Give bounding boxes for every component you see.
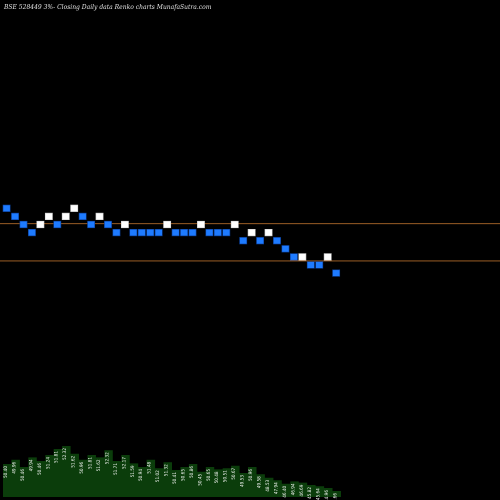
volume-label: 52.32: [62, 448, 67, 460]
volume-label: 50.40: [3, 466, 8, 478]
renko-brick-down: [213, 229, 222, 237]
renko-brick-down: [104, 220, 112, 229]
volume-label: 51.59: [130, 465, 135, 477]
renko-brick-down: [205, 229, 214, 237]
renko-brick-down: [188, 229, 197, 237]
renko-brick-down: [28, 229, 36, 237]
volume-label: 50.41: [172, 472, 177, 484]
volume-label: 51.32: [164, 464, 169, 476]
volume-label: 49.58: [257, 476, 262, 488]
volume-label: 51.48: [147, 461, 152, 473]
volume-label: 50.46: [37, 463, 42, 475]
renko-brick-up: [247, 229, 256, 237]
renko-brick-down: [306, 261, 315, 269]
volume-label: 50.65: [206, 469, 211, 481]
renko-brick-down: [11, 212, 19, 221]
renko-brick-down: [154, 229, 163, 237]
volume-label: 50.45: [197, 473, 202, 485]
reference-lines: [0, 223, 500, 262]
renko-brick-down: [2, 204, 11, 212]
renko-brick-down: [87, 220, 95, 229]
renko-brick-down: [112, 229, 121, 237]
renko-brick-down: [137, 229, 146, 237]
volume-label: 51.62: [71, 455, 76, 467]
volume-label: 48.53: [265, 479, 270, 491]
renko-brick-up: [298, 253, 307, 261]
renko-brick-down: [180, 229, 188, 237]
volume-label: 50.96: [248, 469, 253, 481]
renko-brick-down: [129, 229, 138, 237]
renko-brick-down: [146, 229, 155, 237]
renko-brick-down: [222, 229, 231, 237]
volume-label: 49.94: [28, 459, 33, 471]
volume-label: 50.96: [79, 461, 84, 473]
volume-label: 50.86: [189, 466, 194, 478]
volume-label: 50.46: [20, 469, 25, 481]
renko-brick-up: [61, 212, 70, 221]
volume-label: 45.82: [307, 487, 312, 499]
renko-brick-down: [315, 261, 324, 269]
renko-brick-down: [78, 212, 87, 221]
renko-brick-up: [95, 212, 104, 221]
volume-label: 46.69: [299, 484, 304, 496]
renko-brick-up: [323, 253, 332, 261]
renko-brick-down: [281, 245, 290, 253]
volume-label: 49.96: [11, 461, 16, 473]
volume-label: 50.65: [180, 469, 185, 481]
renko-brick-down: [53, 220, 62, 229]
volume-label: 46.40: [282, 485, 287, 497]
renko-brick-down: [273, 237, 281, 245]
renko-brick-down: [19, 220, 28, 229]
renko-brick-up: [230, 220, 239, 229]
renko-brick-up: [44, 212, 53, 221]
volume-label: 50.94: [138, 469, 143, 481]
renko-brick-down: [332, 269, 341, 277]
renko-brick-down: [256, 237, 264, 245]
renko-brick-down: [239, 237, 248, 245]
volume-label: 46.94: [290, 483, 295, 495]
volume-label: 50.48: [214, 471, 219, 483]
renko-brick-up: [163, 220, 172, 229]
volume-label: 47.94: [273, 482, 278, 494]
volume-label: 52.32: [104, 452, 109, 464]
volume-label: 51.81: [88, 457, 93, 469]
volume-label: 44.96: [324, 490, 329, 500]
renko-brick-up: [197, 220, 205, 229]
volume-label: 51.81: [54, 451, 59, 463]
renko-bricks: [2, 204, 341, 277]
volume-label: 50.67: [231, 467, 236, 479]
volume-label: 51.02: [155, 470, 160, 482]
volume-label: 50.51: [223, 470, 228, 482]
renko-brick-up: [121, 220, 129, 229]
volume-label: 49.53: [240, 475, 245, 487]
renko-brick-up: [264, 229, 273, 237]
volume-label: 52.17: [121, 457, 126, 469]
renko-brick-down: [171, 229, 180, 237]
renko-brick-up: [36, 220, 45, 229]
volume-label: 43.66: [333, 493, 338, 500]
renko-brick-up: [70, 204, 79, 212]
volume-label: 51.71: [113, 463, 118, 475]
volume-label: 51.62: [96, 459, 101, 471]
renko-brick-down: [289, 253, 298, 261]
chart-title: BSE 528449 3%- Closing Daily data Renko …: [3, 4, 212, 11]
volume-label: 45.64: [316, 488, 321, 500]
volume-label: 51.24: [45, 457, 50, 469]
volume-fill: [3, 446, 341, 497]
